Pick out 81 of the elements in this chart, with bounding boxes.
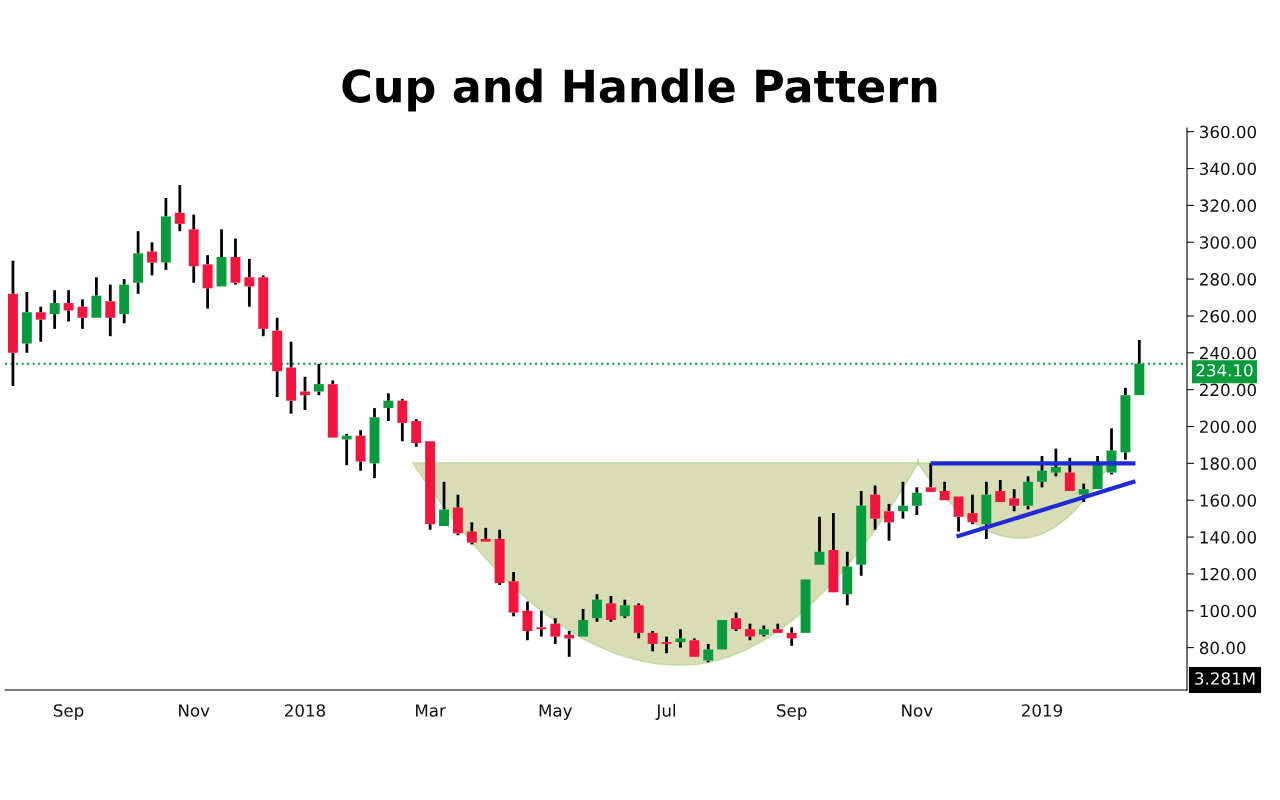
candlestick (717, 619, 728, 650)
candlestick (258, 274, 269, 338)
candlestick (119, 277, 130, 325)
candlestick (35, 305, 46, 344)
candlestick (383, 391, 394, 423)
candlestick (174, 183, 185, 233)
ref-line-label: 234.10 (1196, 363, 1253, 377)
candlestick (772, 622, 783, 633)
candlestick (758, 624, 769, 638)
candlestick (522, 600, 533, 642)
candlestick (327, 379, 338, 438)
candlestick (508, 570, 519, 618)
y-tick-label: 160.00 (1200, 494, 1257, 507)
y-tick-label: 120.00 (1200, 567, 1257, 581)
candlestick (633, 602, 644, 640)
candlestick (995, 478, 1006, 503)
candlestick (21, 290, 32, 355)
x-tick-label: Sep (777, 704, 807, 721)
candlestick (216, 227, 227, 287)
y-tick-label: 280.00 (1200, 273, 1257, 286)
candlestick (272, 316, 283, 399)
candlestick (105, 283, 116, 338)
candlestick (77, 297, 88, 331)
candlestick (953, 496, 964, 533)
x-tick-label: 2018 (284, 704, 326, 717)
candlestick (369, 406, 380, 480)
candlestick (63, 288, 74, 323)
y-tick-label: 80.00 (1199, 641, 1246, 655)
candlestick (911, 485, 922, 517)
candlestick (188, 213, 199, 285)
y-tick-label: 180.00 (1200, 457, 1257, 470)
candlestick (230, 237, 241, 287)
candlestick (494, 528, 505, 587)
candlestick (439, 480, 449, 527)
candlestick (1120, 386, 1131, 462)
candlestick (425, 441, 436, 532)
candlestick (925, 461, 936, 492)
x-tick-label: Jul (655, 703, 676, 720)
y-tick-label: 100.00 (1200, 604, 1257, 618)
y-tick-label: 200.00 (1200, 420, 1257, 434)
y-tick-label: 140.00 (1200, 531, 1257, 544)
candlestick (619, 598, 630, 620)
candlestick (550, 616, 561, 646)
y-tick-label: 260.00 (1200, 309, 1257, 323)
candlestick (842, 550, 853, 607)
x-tick-label: Sep (53, 704, 84, 721)
candlestick (661, 635, 672, 655)
y-tick-label: 220.00 (1200, 383, 1257, 397)
y-tick-label: 300.00 (1200, 236, 1257, 249)
y-tick-label: 360.00 (1200, 125, 1257, 139)
candlestick (786, 625, 797, 648)
x-tick-label: May (539, 704, 573, 721)
candlestick (244, 257, 255, 309)
x-tick-label: Mar (416, 704, 446, 717)
candlestick (967, 493, 978, 526)
candlestick (536, 609, 547, 638)
candlestick (828, 511, 839, 593)
candlestick (480, 526, 491, 542)
candlestick (397, 397, 408, 443)
x-tick-label: 2019 (1021, 704, 1063, 717)
text: 3.281M (1195, 672, 1255, 685)
candlestick (689, 637, 700, 657)
candlestick (411, 417, 422, 449)
candlestick (800, 579, 811, 633)
candlestick (939, 480, 950, 501)
x-tick-label: Nov (179, 704, 210, 717)
y-tick-label: 320.00 (1200, 199, 1257, 212)
candlestick (355, 428, 366, 473)
candlestick (675, 627, 686, 650)
candlestick (202, 253, 213, 310)
y-tick-label: 240.00 (1200, 346, 1257, 360)
chart-title: Cup and Handle Pattern (342, 68, 937, 112)
y-tick-label: 340.00 (1200, 162, 1257, 176)
candlestick (647, 629, 658, 653)
x-tick-label: Nov (902, 704, 933, 717)
candlestick (1009, 487, 1020, 513)
candlestick (814, 515, 825, 565)
candlestick (49, 288, 60, 331)
candlestick (856, 489, 867, 578)
candlestick (91, 275, 102, 318)
candlestick (7, 259, 18, 388)
